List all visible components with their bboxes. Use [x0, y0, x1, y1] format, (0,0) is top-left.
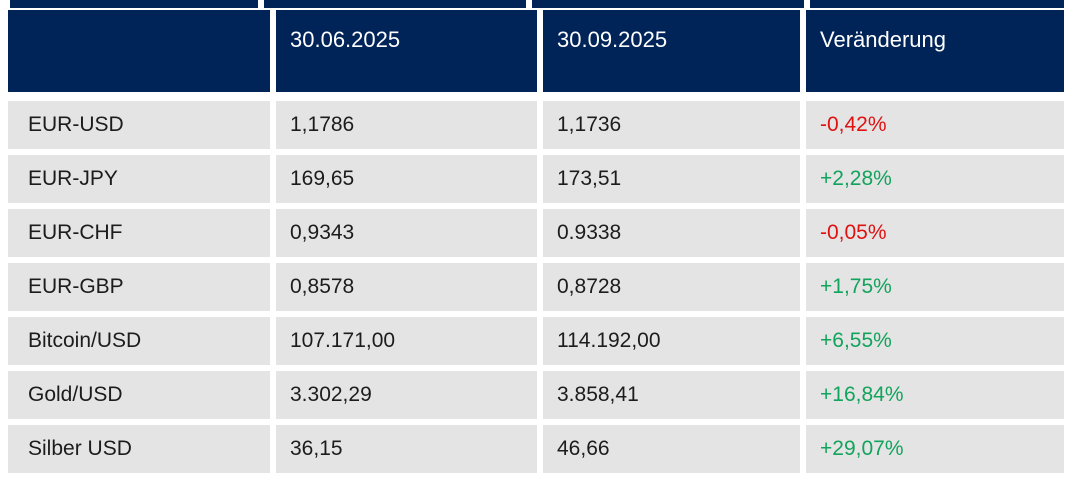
header-cell-date-sept: 30.09.2025: [543, 10, 800, 92]
strip-segment: [532, 0, 804, 8]
cropped-element-above-strip: [10, 0, 1064, 8]
header-cell-change: Veränderung: [806, 10, 1064, 92]
instrument-label: Silber USD: [8, 425, 270, 473]
change-percent: +29,07%: [806, 425, 1064, 473]
exchange-rates-table: 30.06.2025 30.09.2025 Veränderung EUR-US…: [8, 10, 1064, 473]
value-30-06-2025: 1,1786: [276, 101, 537, 149]
strip-gap: [526, 0, 532, 8]
strip-gap: [258, 0, 264, 8]
value-30-06-2025: 36,15: [276, 425, 537, 473]
value-30-09-2025: 0,8728: [543, 263, 800, 311]
change-percent: +2,28%: [806, 155, 1064, 203]
instrument-label: EUR-USD: [8, 101, 270, 149]
value-30-09-2025: 173,51: [543, 155, 800, 203]
value-30-09-2025: 46,66: [543, 425, 800, 473]
table-row: EUR-USD 1,1786 1,1736 -0,42%: [8, 101, 1064, 149]
table-row: Silber USD 36,15 46,66 +29,07%: [8, 425, 1064, 473]
instrument-label: Bitcoin/USD: [8, 317, 270, 365]
table-row: EUR-JPY 169,65 173,51 +2,28%: [8, 155, 1064, 203]
value-30-09-2025: 3.858,41: [543, 371, 800, 419]
table-body: EUR-USD 1,1786 1,1736 -0,42% EUR-JPY 169…: [8, 101, 1064, 473]
change-percent: +1,75%: [806, 263, 1064, 311]
value-30-06-2025: 169,65: [276, 155, 537, 203]
change-percent: +16,84%: [806, 371, 1064, 419]
table-header-row: 30.06.2025 30.09.2025 Veränderung: [8, 10, 1064, 92]
value-30-09-2025: 1,1736: [543, 101, 800, 149]
value-30-06-2025: 0,9343: [276, 209, 537, 257]
header-cell-empty: [8, 10, 270, 92]
table-row: EUR-GBP 0,8578 0,8728 +1,75%: [8, 263, 1064, 311]
value-30-06-2025: 107.171,00: [276, 317, 537, 365]
strip-gap: [804, 0, 810, 8]
instrument-label: EUR-JPY: [8, 155, 270, 203]
instrument-label: EUR-CHF: [8, 209, 270, 257]
value-30-09-2025: 114.192,00: [543, 317, 800, 365]
header-cell-date-june: 30.06.2025: [276, 10, 537, 92]
strip-segment: [264, 0, 526, 8]
value-30-09-2025: 0.9338: [543, 209, 800, 257]
change-percent: +6,55%: [806, 317, 1064, 365]
table-row: Bitcoin/USD 107.171,00 114.192,00 +6,55%: [8, 317, 1064, 365]
value-30-06-2025: 3.302,29: [276, 371, 537, 419]
strip-segment: [10, 0, 258, 8]
table-row: EUR-CHF 0,9343 0.9338 -0,05%: [8, 209, 1064, 257]
instrument-label: EUR-GBP: [8, 263, 270, 311]
change-percent: -0,42%: [806, 101, 1064, 149]
change-percent: -0,05%: [806, 209, 1064, 257]
instrument-label: Gold/USD: [8, 371, 270, 419]
value-30-06-2025: 0,8578: [276, 263, 537, 311]
strip-segment: [810, 0, 1064, 8]
table-row: Gold/USD 3.302,29 3.858,41 +16,84%: [8, 371, 1064, 419]
